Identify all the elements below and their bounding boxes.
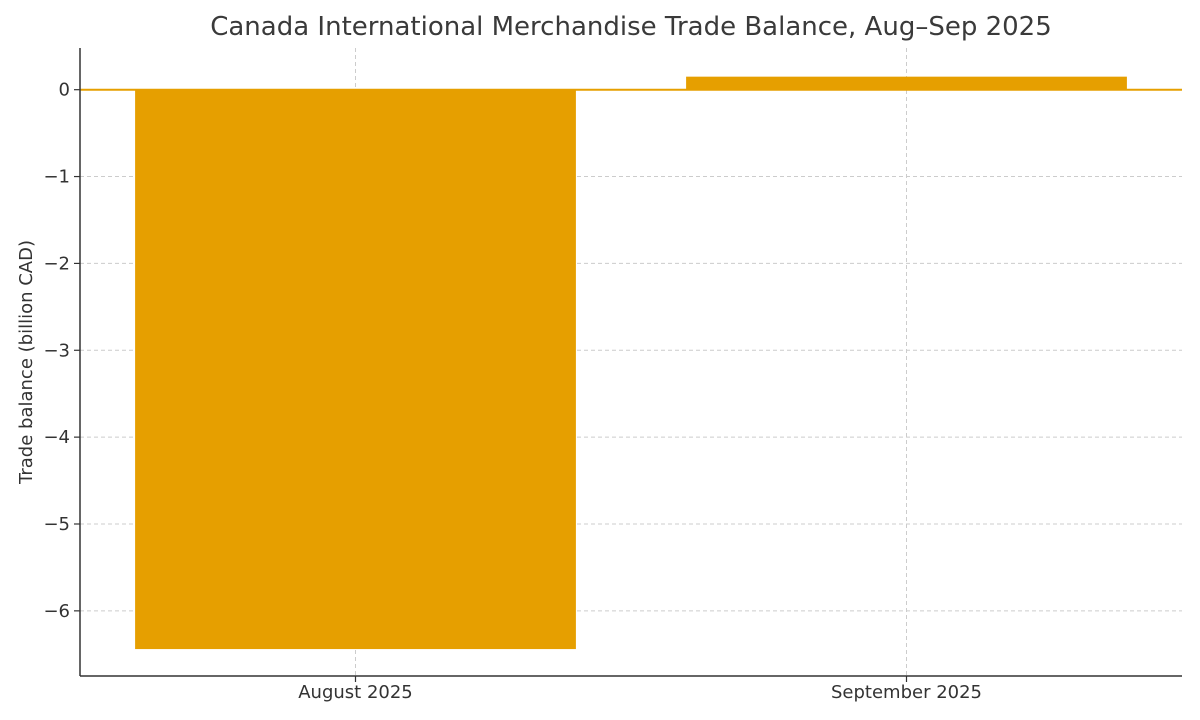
y-tick-label: −3 [43,340,70,361]
y-axis-label: Trade balance (billion CAD) [16,240,37,485]
y-tick-label: −6 [43,601,70,622]
y-tick-label: −5 [43,514,70,535]
bars [135,76,1127,650]
y-axis-ticks: 0 −1 −2 −3 −4 −5 −6 [43,80,80,622]
bar-august-2025 [135,89,576,650]
y-tick-label: −1 [43,167,70,188]
y-tick-label: −4 [43,427,70,448]
x-axis-ticks: August 2025 September 2025 [298,676,982,703]
chart-title: Canada International Merchandise Trade B… [210,12,1052,42]
bar-september-2025 [686,76,1127,90]
y-tick-label: −2 [43,253,70,274]
y-tick-label: 0 [59,80,70,101]
x-tick-label: September 2025 [831,682,982,703]
x-tick-label: August 2025 [298,682,413,703]
